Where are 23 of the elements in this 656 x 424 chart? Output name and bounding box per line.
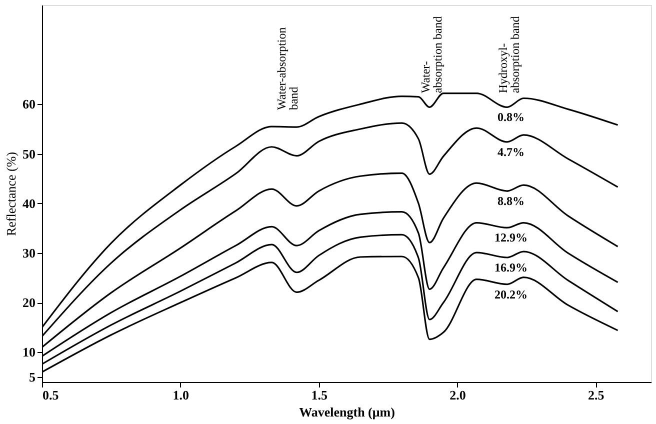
annotation: Hydroxyl- absorption band [496,16,522,94]
series-label: 16.9% [494,260,528,274]
y-tick-label: 5 [29,370,36,385]
series-label: 4.7% [498,144,525,159]
x-tick-label: 2.5 [588,388,605,402]
series-label: 12.9% [494,230,528,245]
y-tick-label: 20 [22,295,36,310]
series-label: 0.8% [498,110,525,124]
series-label: 8.8% [498,194,525,208]
y-tick-label: 10 [22,344,36,360]
annotation: Water- absorption band [418,16,445,94]
x-tick-label: 1.5 [311,388,328,402]
y-axis-title: Reflectance (%) [4,152,18,236]
x-axis-title: Wavelength (μm) [299,404,395,420]
x-tick-label: 0.5 [42,388,60,402]
y-tick-label: 60 [22,96,36,112]
series-label: 20.2% [494,287,528,302]
x-tick-label: 2.0 [450,388,466,402]
y-tick-label: 30 [22,246,36,261]
y-tick-label: 50 [22,146,36,162]
x-tick-label: 1.0 [172,388,190,402]
y-tick-label: 40 [22,196,36,211]
annotation: Water-absorption band [274,27,301,110]
